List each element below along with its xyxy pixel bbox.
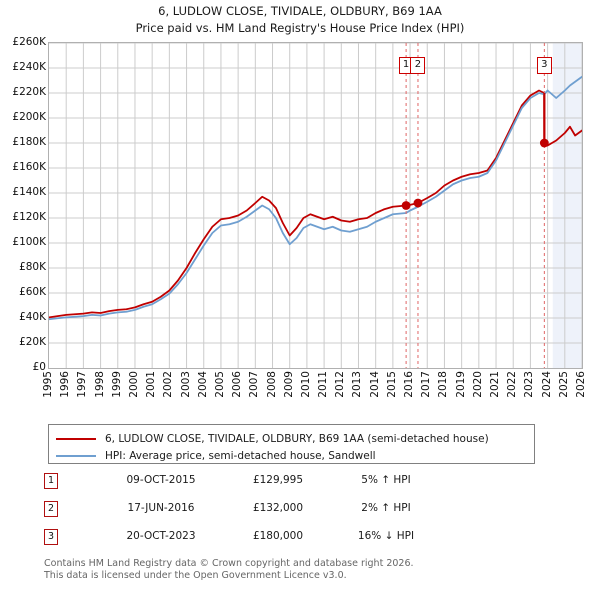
sale-point-1[interactable]: [401, 201, 411, 210]
series-line-hpi: [49, 75, 582, 321]
footer-line-2: This data is licensed under the Open Gov…: [44, 569, 347, 581]
x-tick-label: 2016: [403, 371, 416, 398]
legend-label: 6, LUDLOW CLOSE, TIVIDALE, OLDBURY, B69 …: [105, 433, 489, 445]
x-tick-label: 2024: [540, 371, 553, 398]
x-tick-label: 1995: [42, 371, 54, 398]
y-tick-label: £160K: [12, 161, 46, 173]
chart-legend: 6, LUDLOW CLOSE, TIVIDALE, OLDBURY, B69 …: [48, 424, 535, 464]
x-tick-label: 1999: [110, 371, 123, 398]
series-line-property: [49, 89, 582, 319]
y-tick-label: £180K: [12, 136, 46, 148]
transaction-row[interactable]: 2 17-JUN-2016 £132,000 2% ↑ HPI: [44, 500, 524, 520]
x-tick-label: 1998: [93, 371, 106, 398]
x-tick-label: 2025: [557, 371, 570, 398]
footer-attribution: Contains HM Land Registry data © Crown c…: [44, 558, 564, 581]
y-tick-label: £260K: [12, 36, 46, 48]
chart-svg: [49, 43, 582, 368]
y-tick-label: £240K: [12, 61, 46, 73]
x-tick-label: 2018: [437, 371, 450, 398]
x-tick-label: 2001: [145, 371, 158, 398]
x-tick-label: 1996: [59, 371, 72, 398]
y-axis-labels: £0 £20K £40K £60K £80K £100K £120K £140K £160K £1…: [0, 36, 46, 373]
transaction-date: 20-OCT-2023: [126, 530, 196, 542]
title-line-subtitle: Price paid vs. HM Land Registry's House …: [135, 21, 465, 35]
x-tick-label: 2019: [454, 371, 467, 398]
x-tick-label: 2021: [489, 371, 502, 398]
y-tick-label: £20K: [19, 336, 46, 348]
x-tick-label: 2026: [575, 371, 587, 398]
legend-color-swatch: [56, 455, 96, 457]
x-tick-label: 2015: [385, 371, 398, 398]
x-tick-label: 2004: [196, 371, 209, 398]
transaction-price: £132,000: [252, 502, 304, 514]
y-tick-label: £60K: [19, 286, 46, 298]
transaction-date: 17-JUN-2016: [127, 502, 195, 514]
y-tick-label: £200K: [12, 111, 46, 123]
legend-color-swatch: [56, 438, 96, 440]
x-tick-label: 2013: [351, 371, 364, 398]
y-tick-label: £40K: [19, 311, 46, 323]
title-line-address: 6, LUDLOW CLOSE, TIVIDALE, OLDBURY, B69 …: [158, 4, 442, 18]
y-tick-label: £0: [32, 361, 46, 373]
chart-sale-flag-3[interactable]: 3: [536, 57, 552, 74]
transaction-hpi-delta: 5% ↑ HPI: [361, 474, 411, 486]
page-title: 6, LUDLOW CLOSE, TIVIDALE, OLDBURY, B69 …: [0, 3, 600, 37]
sale-point-2[interactable]: [413, 198, 423, 208]
transactions-table: 1 09-OCT-2015 £129,995 5% ↑ HPI 2 17-JUN-2016…: [44, 472, 524, 552]
transaction-date: 09-OCT-2015: [126, 474, 196, 486]
legend-row-hpi: HPI: Average price, semi-detached house,…: [56, 447, 376, 465]
footer-line-1: Contains HM Land Registry data © Crown c…: [44, 558, 414, 569]
y-tick-label: £220K: [12, 86, 46, 98]
x-tick-label: 2006: [231, 371, 244, 398]
transaction-price: £180,000: [252, 530, 304, 542]
legend-row-property: 6, LUDLOW CLOSE, TIVIDALE, OLDBURY, B69 …: [56, 430, 489, 448]
chart-sale-flag-2[interactable]: 2: [410, 57, 426, 74]
transaction-hpi-delta: 16% ↓ HPI: [357, 530, 415, 542]
x-tick-label: 2017: [420, 371, 433, 398]
y-tick-label: £80K: [19, 261, 46, 273]
x-tick-label: 2007: [248, 371, 261, 398]
x-tick-label: 2000: [127, 371, 140, 398]
transaction-hpi-delta: 2% ↑ HPI: [361, 502, 411, 514]
legend-label: HPI: Average price, semi-detached house,…: [105, 450, 376, 462]
transaction-row[interactable]: 3 20-OCT-2023 £180,000 16% ↓ HPI: [44, 528, 524, 548]
x-tick-label: 2020: [471, 371, 484, 398]
x-tick-label: 1997: [76, 371, 89, 398]
x-tick-label: 2008: [265, 371, 278, 398]
sale-point-3[interactable]: [539, 138, 549, 148]
transaction-index-badge: 1: [44, 473, 58, 489]
x-tick-label: 2010: [299, 371, 312, 398]
y-tick-label: £100K: [12, 236, 46, 248]
x-tick-label: 2009: [282, 371, 295, 398]
x-tick-label: 2011: [317, 371, 330, 398]
x-tick-label: 2005: [213, 371, 226, 398]
x-tick-label: 2022: [506, 371, 519, 398]
x-axis-labels: 1995 1996 1997 1998 1999 2000 2001 2002 2003 2004…: [42, 371, 587, 417]
forecast-band: [552, 43, 582, 368]
x-tick-label: 2014: [368, 371, 381, 398]
transaction-index-badge: 2: [44, 501, 58, 517]
y-tick-label: £140K: [12, 186, 46, 198]
x-tick-label: 2003: [179, 371, 192, 398]
x-tick-label: 2023: [523, 371, 536, 398]
transaction-price: £129,995: [252, 474, 304, 486]
transaction-index-badge: 3: [44, 529, 58, 545]
x-tick-label: 2002: [162, 371, 175, 398]
x-tick-label: 2012: [334, 371, 347, 398]
transaction-row[interactable]: 1 09-OCT-2015 £129,995 5% ↑ HPI: [44, 472, 524, 492]
y-tick-label: £120K: [12, 211, 46, 223]
